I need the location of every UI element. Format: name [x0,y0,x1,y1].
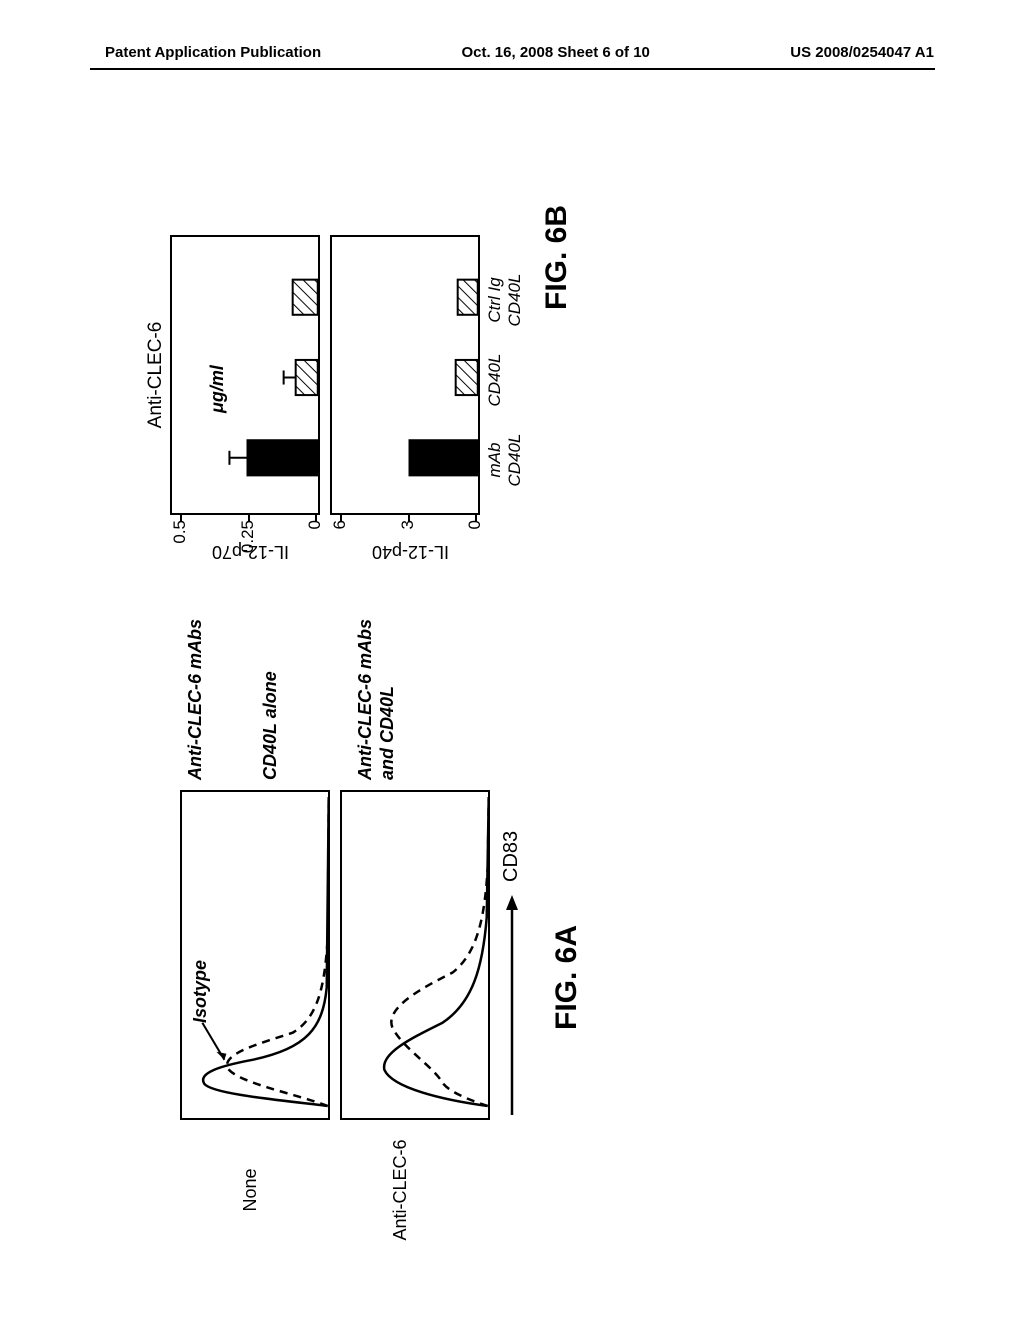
bar-panel-top: μg/ml [170,235,320,515]
flow-svg-top [182,792,328,1118]
cd83-label: CD83 [500,831,523,882]
flow-svg-bottom [342,792,488,1118]
bar-svg-top [172,237,318,513]
unit-label: μg/ml [207,365,228,413]
y-tick: 3 [398,520,418,565]
figure-6b: Anti-CLEC-6 IL-12-p70 μg/ml 00.250.5 [170,170,590,570]
cd83-axis: CD83 [500,790,523,1120]
y-tick: 0.25 [238,520,258,565]
y-tick: 0.5 [170,520,190,565]
header-right: US 2008/0254047 A1 [790,44,934,61]
right-label-anticlec: Anti-CLEC-6 mAbs [185,560,206,780]
header-left: Patent Application Publication [105,44,321,61]
header-center: Oct. 16, 2008 Sheet 6 of 10 [461,44,649,61]
x-tick-label: CD40L [485,345,505,415]
isotype-label: Isotype [190,960,211,1023]
y-tick: 0 [305,520,325,565]
figure-6a: None Anti-CLEC-6 Isotype Anti-CLEC-6 mAb… [180,660,560,1130]
bar-svg-bottom [332,237,478,513]
flow-panel-top: Isotype [180,790,330,1120]
y-tick: 0 [465,520,485,565]
flow-panel-bottom [340,790,490,1120]
header-rule [90,68,935,70]
bar-panel-bottom [330,235,480,515]
panel-a-top-left-label: None [240,1130,261,1250]
fig6b-title: Anti-CLEC-6 [145,275,167,475]
panel-a-bottom-left-label: Anti-CLEC-6 [390,1130,411,1250]
fig6b-label: FIG. 6B [540,205,574,310]
fig6a-label: FIG. 6A [550,925,584,1030]
right-label-anticlec-cd40l: Anti-CLEC-6 mAbs and CD40L [355,560,398,780]
x-tick-label: Ctrl IgCD40L [485,265,525,335]
y-tick: 6 [330,520,350,565]
x-tick-label: mAbCD40L [485,425,525,495]
figure-area: None Anti-CLEC-6 Isotype Anti-CLEC-6 mAb… [0,250,1020,1050]
right-label-cd40l: CD40L alone [260,560,281,780]
